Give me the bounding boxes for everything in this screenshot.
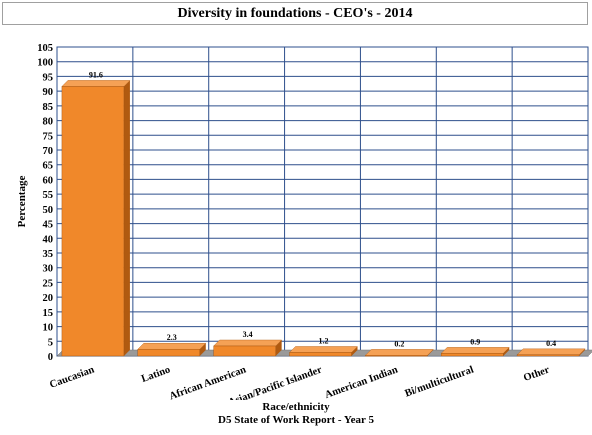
bar xyxy=(61,86,125,357)
bar-side xyxy=(199,343,206,356)
y-tick-label: 100 xyxy=(37,58,53,69)
bar-side xyxy=(351,346,358,356)
y-tick-label: 80 xyxy=(43,117,54,128)
x-tick-label: Caucasian xyxy=(48,364,96,390)
data-label: 3.4 xyxy=(243,330,253,339)
x-tick-label: Other xyxy=(522,364,551,384)
y-tick-label: 25 xyxy=(43,278,54,289)
bar xyxy=(289,352,352,357)
bar-top xyxy=(516,348,586,356)
bar-top xyxy=(364,349,434,356)
data-label: 0.2 xyxy=(394,339,404,348)
y-tick-label: 90 xyxy=(43,87,54,98)
y-tick-label: 95 xyxy=(43,72,54,83)
bar-side xyxy=(579,348,586,356)
y-tick-label: 0 xyxy=(48,352,53,363)
bar-side xyxy=(275,339,282,356)
y-tick-label: 10 xyxy=(43,323,54,334)
x-tick-label: Bi/multicultural xyxy=(403,364,475,399)
bar-side xyxy=(503,347,510,356)
y-tick-label: 50 xyxy=(43,205,54,216)
y-tick-label: 85 xyxy=(43,102,54,113)
y-tick-label: 20 xyxy=(43,293,54,304)
data-label: 0.4 xyxy=(546,339,556,348)
bar xyxy=(441,353,504,357)
y-tick-label: 60 xyxy=(43,175,54,186)
y-tick-label: 40 xyxy=(43,234,54,245)
y-tick-label: 5 xyxy=(48,337,53,348)
y-tick-label: 15 xyxy=(43,308,54,319)
bar xyxy=(213,345,276,357)
bar-top xyxy=(137,343,207,350)
chart-title-bar: Diversity in foundations - CEO's - 2014 xyxy=(2,2,588,25)
x-tick-label: Latino xyxy=(140,364,172,385)
bar xyxy=(365,355,428,357)
x-axis-label: Race/ethnicity xyxy=(262,401,330,413)
plot-area xyxy=(56,46,589,357)
chart-subtitle: D5 State of Work Report - Year 5 xyxy=(218,414,374,426)
data-label: 0.9 xyxy=(470,337,480,346)
chart-title: Diversity in foundations - CEO's - 2014 xyxy=(177,6,413,21)
bar xyxy=(516,354,580,357)
y-tick-label: 30 xyxy=(43,264,54,275)
data-label: 1.2 xyxy=(319,336,329,345)
bar-top xyxy=(213,339,283,347)
bar-top xyxy=(289,346,358,353)
bar-top xyxy=(440,347,510,354)
data-label: 2.3 xyxy=(167,333,177,342)
bar-top xyxy=(61,80,131,87)
y-tick-label: 105 xyxy=(37,43,53,54)
bar xyxy=(137,349,200,357)
data-label: 91.6 xyxy=(89,70,103,79)
bar-chart: 0 5 10 15 20 25 30 35 40 45 50 55 60 65 70 75 80 85 90 95 10… xyxy=(16,43,592,400)
y-tick-label: 75 xyxy=(43,131,54,142)
y-tick-label: 65 xyxy=(43,161,54,172)
x-tick-label: American Indian xyxy=(324,364,400,400)
y-tick-label: 70 xyxy=(43,146,54,157)
y-tick-label: 45 xyxy=(43,220,54,231)
y-axis-label: Percentage xyxy=(16,176,28,228)
y-tick-label: 35 xyxy=(43,249,54,260)
y-tick-label: 55 xyxy=(43,190,54,201)
bar-side xyxy=(123,80,130,356)
